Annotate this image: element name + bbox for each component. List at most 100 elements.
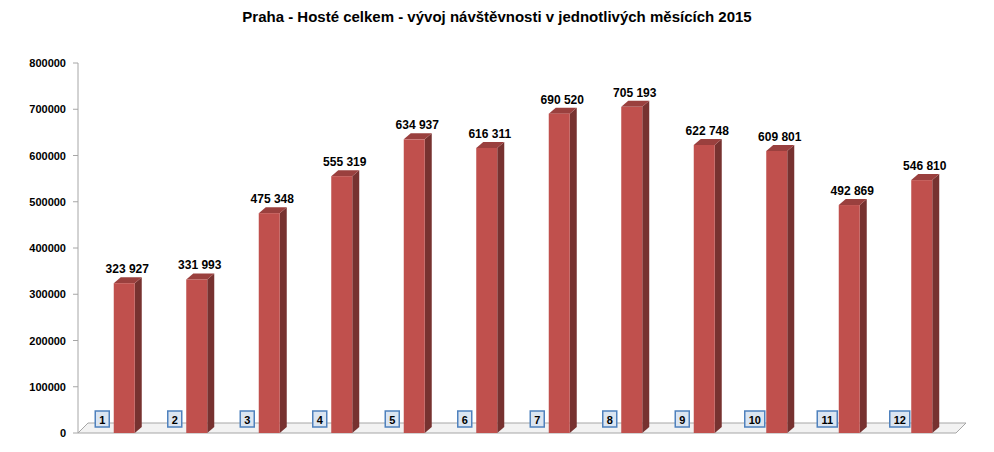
bar — [766, 151, 787, 433]
bar — [476, 148, 497, 433]
bar — [259, 213, 280, 433]
category-box — [458, 411, 472, 427]
bar-top — [476, 142, 504, 148]
x-tick-label: 9 — [679, 414, 685, 426]
bar-group — [549, 108, 577, 433]
data-label: 323 927 — [106, 262, 150, 276]
bar-group — [839, 199, 867, 433]
bar — [114, 283, 135, 433]
bar-group — [404, 133, 432, 433]
bar-top — [186, 273, 214, 279]
bar-side — [352, 170, 359, 433]
x-tick-label: 8 — [607, 414, 613, 426]
x-tick-label: 1 — [99, 414, 105, 426]
bar-top — [404, 133, 432, 139]
data-label: 555 319 — [323, 155, 367, 169]
bar-side — [497, 142, 504, 433]
data-label: 475 348 — [251, 192, 295, 206]
data-label: 609 801 — [758, 130, 802, 144]
bar-side — [787, 145, 794, 433]
data-label: 690 520 — [541, 93, 585, 107]
bar — [331, 176, 352, 433]
y-tick-label: 700000 — [29, 103, 66, 115]
chart-container: Praha - Hosté celkem - vývoj návštěvnost… — [0, 0, 994, 452]
y-tick-label: 600000 — [29, 150, 66, 162]
x-tick-label: 6 — [462, 414, 468, 426]
y-tick — [73, 294, 78, 295]
bar-group — [621, 101, 649, 433]
bar — [404, 139, 425, 433]
bar-group — [911, 174, 939, 433]
y-tick-label: 500000 — [29, 196, 66, 208]
data-label: 622 748 — [686, 124, 730, 138]
bar-top — [549, 108, 577, 114]
bar-side — [135, 277, 142, 433]
bar — [549, 114, 570, 433]
bar-group — [766, 145, 794, 433]
data-label: 705 193 — [613, 86, 657, 100]
category-box — [240, 411, 254, 427]
x-tick-label: 4 — [317, 414, 324, 426]
bar-top — [911, 174, 939, 180]
category-box — [313, 411, 327, 427]
chart-title: Praha - Hosté celkem - vývoj návštěvnost… — [242, 8, 751, 25]
bar-side — [425, 133, 432, 433]
bar-top — [331, 170, 359, 176]
category-box — [530, 411, 544, 427]
bar — [911, 180, 932, 433]
bar-top — [114, 277, 142, 283]
bar-side — [207, 273, 214, 433]
bar-side — [932, 174, 939, 433]
bar-top — [766, 145, 794, 151]
y-tick — [73, 155, 78, 156]
y-tick-label: 100000 — [29, 381, 66, 393]
y-tick-label: 200000 — [29, 335, 66, 347]
bar-top — [621, 101, 649, 107]
data-label: 492 869 — [831, 184, 875, 198]
category-box — [603, 411, 617, 427]
bar — [694, 145, 715, 433]
data-label: 634 937 — [396, 118, 440, 132]
bar-group — [259, 207, 287, 433]
bar-side — [280, 207, 287, 433]
bar-side — [715, 139, 722, 433]
data-label: 546 810 — [903, 159, 947, 173]
bar-top — [839, 199, 867, 205]
bar-group — [331, 170, 359, 433]
chart-svg: Praha - Hosté celkem - vývoj návštěvnost… — [0, 0, 994, 452]
category-box — [817, 411, 837, 427]
bar-top — [694, 139, 722, 145]
x-tick-label: 10 — [749, 414, 761, 426]
y-tick-label: 400000 — [29, 242, 66, 254]
y-tick-label: 300000 — [29, 288, 66, 300]
x-tick-label: 2 — [172, 414, 178, 426]
category-box — [168, 411, 182, 427]
x-tick-label: 7 — [534, 414, 540, 426]
bar-group — [186, 273, 214, 433]
category-box — [385, 411, 399, 427]
data-label: 616 311 — [468, 127, 511, 141]
bar-group — [114, 277, 142, 433]
y-tick — [73, 109, 78, 110]
x-tick-label: 12 — [894, 414, 906, 426]
category-box — [890, 411, 910, 427]
x-tick-label: 11 — [821, 414, 833, 426]
data-label: 331 993 — [178, 258, 222, 272]
bar-side — [860, 199, 867, 433]
bar-group — [694, 139, 722, 433]
y-tick — [73, 201, 78, 202]
bar-group — [476, 142, 504, 433]
category-box — [95, 411, 109, 427]
bar — [186, 279, 207, 433]
x-tick-label: 3 — [244, 414, 250, 426]
y-tick-label: 0 — [60, 427, 66, 439]
x-tick-label: 5 — [389, 414, 395, 426]
y-tick — [73, 340, 78, 341]
y-tick — [73, 386, 78, 387]
bar-side — [642, 101, 649, 433]
bar — [621, 107, 642, 433]
bar-top — [259, 207, 287, 213]
bars — [114, 101, 940, 433]
y-tick — [73, 433, 78, 434]
bar — [839, 205, 860, 433]
